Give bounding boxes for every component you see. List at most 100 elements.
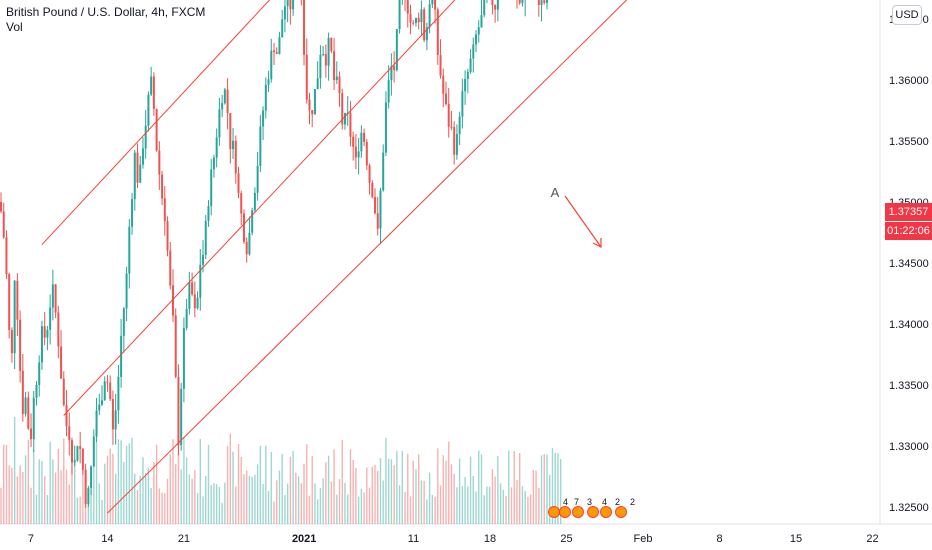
- volume-bar: [237, 444, 240, 524]
- candle-body: [139, 164, 142, 183]
- candle-body: [360, 132, 363, 152]
- drawings[interactable]: A: [0, 0, 880, 514]
- volume-bar: [43, 476, 46, 524]
- volume-bar: [344, 483, 346, 524]
- volume-bar: [333, 449, 335, 524]
- candle-body: [30, 428, 33, 440]
- volume-bar: [136, 489, 139, 524]
- candle-body: [234, 140, 237, 174]
- candle-body: [242, 213, 245, 242]
- price-axis[interactable]: 1.325001.330001.335001.340001.345001.350…: [889, 14, 929, 514]
- candle-body: [223, 89, 226, 104]
- volume-bar: [98, 483, 100, 524]
- candle-body: [475, 34, 478, 45]
- volume-bar: [412, 460, 414, 524]
- volume-bar: [158, 488, 161, 524]
- candle-body: [174, 315, 177, 377]
- volume-bar: [306, 444, 308, 524]
- volume-bar: [502, 489, 505, 524]
- last-price-tag: 1.37357: [885, 203, 932, 221]
- volume-bar: [478, 450, 480, 524]
- candle-body: [60, 346, 63, 379]
- volume-bar: [232, 451, 234, 524]
- volume-bar: [431, 494, 434, 524]
- event-marker: 4: [587, 497, 607, 518]
- volume-bar: [139, 475, 141, 524]
- volume-bar: [251, 476, 253, 524]
- candle-body: [202, 254, 205, 265]
- volume-bar: [505, 495, 507, 524]
- time-tick-label: 22: [866, 533, 878, 545]
- candle-body: [477, 27, 480, 35]
- volume-bar: [527, 496, 529, 524]
- volume-bar: [278, 470, 281, 524]
- candle-body: [546, 0, 548, 3]
- candle-body: [171, 285, 174, 316]
- volume-bar: [508, 450, 510, 524]
- volume-bar: [117, 439, 120, 524]
- volume-bar: [65, 469, 68, 524]
- volume-bar: [529, 494, 532, 524]
- candle-body: [125, 273, 128, 309]
- candle-body: [289, 0, 292, 10]
- volume-bar: [3, 444, 5, 524]
- candle-body: [365, 141, 368, 166]
- volume-bar: [368, 487, 371, 524]
- candle-body: [24, 397, 27, 415]
- candle-body: [458, 116, 461, 135]
- candle-body: [428, 4, 431, 28]
- volume-bar: [510, 487, 513, 524]
- event-flag-icon: [548, 506, 560, 518]
- event-flag-icon: [559, 506, 571, 518]
- volume-bar: [210, 485, 212, 524]
- volume-bar: [497, 456, 499, 524]
- candle-body: [384, 102, 387, 153]
- candle-body: [393, 66, 396, 71]
- volume-bar: [434, 496, 436, 524]
- volume-bar: [155, 444, 158, 524]
- volume-bar: [172, 439, 174, 524]
- candle-body: [155, 109, 158, 151]
- candle-body: [376, 213, 379, 229]
- volume-bar: [448, 441, 450, 524]
- volume-bar: [407, 453, 409, 524]
- volume-bar: [11, 467, 13, 524]
- volume-bars: [0, 417, 562, 524]
- candle-body: [5, 237, 8, 275]
- candle-body: [226, 89, 229, 114]
- candle-body: [109, 382, 112, 400]
- candle-body: [368, 165, 371, 183]
- currency-button[interactable]: USD: [892, 5, 922, 25]
- volume-bar: [540, 455, 543, 524]
- time-axis[interactable]: 7 14 21 2021 11 18 25 Feb 8 15 22: [28, 533, 879, 545]
- candle-body: [27, 397, 30, 429]
- volume-bar: [256, 464, 259, 524]
- candle-body: [210, 169, 213, 207]
- candle-body: [248, 232, 251, 255]
- candle-body: [204, 220, 207, 255]
- volume-bar: [284, 495, 286, 524]
- volume-bar: [469, 456, 472, 524]
- candle-body: [275, 52, 278, 54]
- volume-bar: [180, 469, 182, 524]
- candle-body: [150, 76, 153, 95]
- candle-body: [494, 5, 497, 10]
- volume-bar: [450, 464, 453, 524]
- volume-bar: [188, 474, 191, 524]
- volume-bar: [347, 494, 349, 524]
- volume-bar: [87, 498, 90, 524]
- volume-bar: [319, 487, 322, 524]
- volume-bar: [303, 463, 305, 524]
- volume-bar: [131, 437, 133, 524]
- candle-body: [262, 110, 265, 127]
- candle-body: [303, 0, 306, 55]
- candle-body: [398, 0, 401, 30]
- volume-bar: [472, 475, 474, 524]
- candle-body: [363, 132, 366, 142]
- volume-bar: [68, 484, 70, 524]
- candle-body: [111, 399, 114, 430]
- candle-body: [57, 312, 60, 347]
- candle-body: [472, 44, 475, 59]
